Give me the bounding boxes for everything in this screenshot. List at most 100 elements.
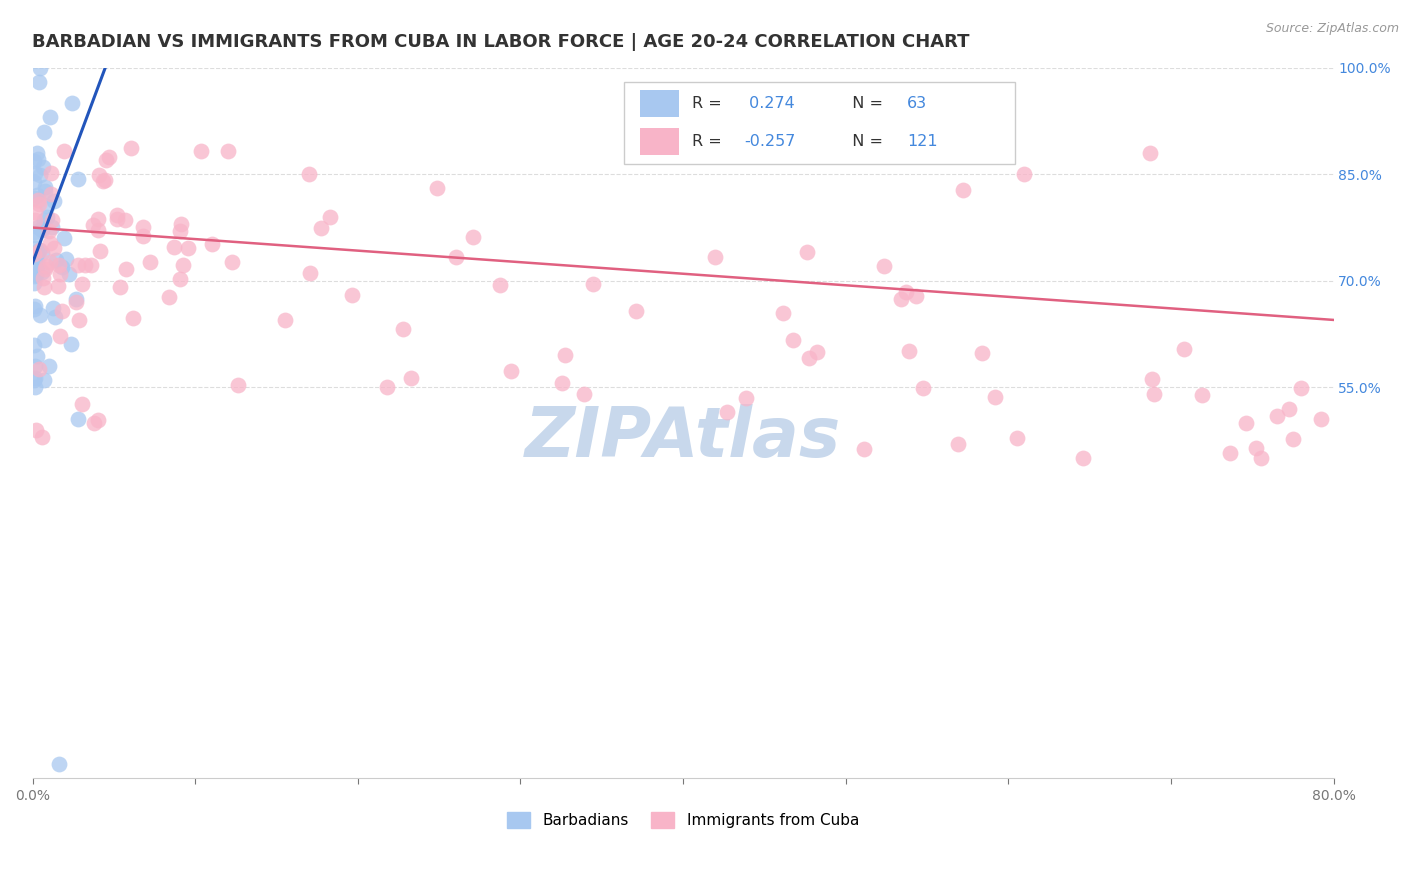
Point <box>226 378 249 392</box>
Point <box>65 294 87 309</box>
Point <box>49 267 72 281</box>
Point <box>24 241 46 255</box>
Point <box>108 280 131 294</box>
Point <box>426 181 449 195</box>
Point <box>31 161 53 175</box>
Point <box>298 266 321 280</box>
Point <box>87 413 110 427</box>
Point <box>39 255 62 269</box>
Point <box>22 338 45 352</box>
Point <box>25 255 48 269</box>
Point <box>41 301 63 315</box>
Point <box>75 258 97 272</box>
Point <box>190 144 212 158</box>
Text: N =: N = <box>842 134 887 149</box>
Point <box>24 380 46 394</box>
Point <box>22 269 45 284</box>
Legend: Barbadians, Immigrants from Cuba: Barbadians, Immigrants from Cuba <box>501 806 865 835</box>
Point <box>946 437 969 451</box>
Point <box>24 260 46 275</box>
Point <box>30 61 52 75</box>
Point <box>27 361 49 376</box>
Point <box>121 310 143 325</box>
Point <box>716 405 738 419</box>
Point <box>89 244 111 259</box>
Point <box>25 423 48 437</box>
Point <box>984 390 1007 404</box>
Point <box>48 258 70 272</box>
Point <box>1143 386 1166 401</box>
Point <box>34 373 56 387</box>
Point <box>97 150 120 164</box>
Point <box>22 175 45 189</box>
Point <box>446 250 468 264</box>
Point <box>1282 432 1305 446</box>
Point <box>25 349 48 363</box>
Point <box>82 218 104 232</box>
Point <box>1219 446 1241 460</box>
Point <box>31 265 53 279</box>
Point <box>806 345 828 359</box>
Point <box>31 270 53 285</box>
Point <box>55 252 77 267</box>
Point <box>772 305 794 319</box>
Point <box>60 337 83 351</box>
Point <box>114 213 136 227</box>
Point <box>22 302 45 317</box>
Point <box>872 259 894 273</box>
Point <box>1014 167 1036 181</box>
Point <box>48 329 70 343</box>
Point <box>27 193 49 207</box>
Point <box>22 154 45 169</box>
Point <box>66 411 89 425</box>
Point <box>170 217 193 231</box>
Point <box>67 171 90 186</box>
Point <box>169 272 191 286</box>
Point <box>22 226 45 240</box>
Point <box>132 228 155 243</box>
Text: R =: R = <box>692 134 727 149</box>
Point <box>51 260 73 275</box>
Point <box>27 220 49 235</box>
Point <box>1007 432 1029 446</box>
Point <box>58 267 80 281</box>
Point <box>51 304 73 318</box>
Point <box>24 205 46 219</box>
Point <box>1173 342 1195 356</box>
Point <box>70 277 93 292</box>
Point <box>24 299 46 313</box>
Point <box>42 241 65 255</box>
Point <box>551 376 574 390</box>
Text: N =: N = <box>842 96 887 112</box>
Point <box>34 261 56 276</box>
Point <box>896 285 918 299</box>
Point <box>1140 372 1163 386</box>
Point <box>22 247 45 261</box>
Point <box>94 153 117 168</box>
Point <box>35 260 58 274</box>
Point <box>904 289 927 303</box>
Point <box>32 280 55 294</box>
Point <box>48 757 70 772</box>
Point <box>25 261 48 276</box>
Point <box>53 144 76 158</box>
Point <box>105 211 128 226</box>
Point <box>30 221 52 235</box>
Point <box>624 304 647 318</box>
Point <box>28 243 51 257</box>
Point <box>41 212 63 227</box>
Text: -0.257: -0.257 <box>744 134 796 149</box>
Point <box>34 184 56 198</box>
Point <box>22 276 45 290</box>
Point <box>582 277 605 292</box>
Point <box>735 392 758 406</box>
Point <box>25 246 48 260</box>
Point <box>24 166 46 180</box>
Point <box>1139 145 1161 160</box>
Point <box>169 223 191 237</box>
Point <box>703 250 725 264</box>
Point <box>24 268 46 282</box>
Point <box>24 359 46 373</box>
Point <box>35 199 58 213</box>
Point <box>157 290 180 304</box>
